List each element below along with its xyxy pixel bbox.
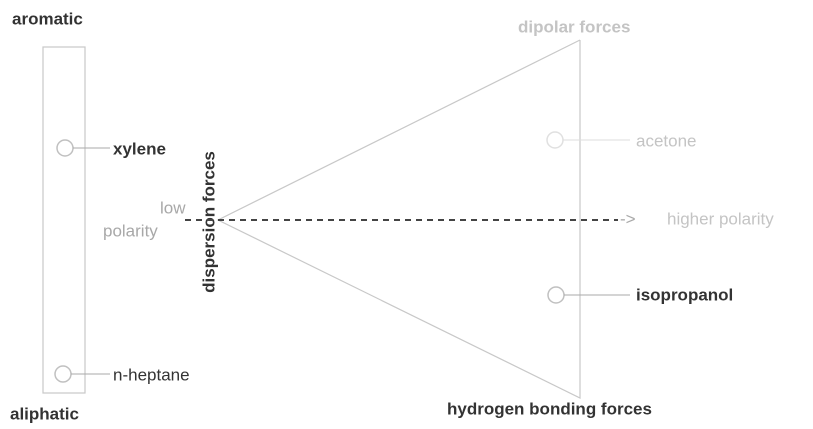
acetone-marker [546, 131, 564, 149]
dispersion-label: dispersion forces [199, 151, 218, 293]
triangle [216, 39, 581, 399]
aromatic-label: aromatic [12, 9, 83, 28]
low-label: low [160, 198, 186, 217]
left-scale-bar [42, 46, 86, 394]
xylene-marker [56, 139, 74, 157]
higher-polarity-label: higher polarity [667, 209, 774, 228]
xylene-label: xylene [113, 139, 166, 158]
polarity-label: polarity [103, 221, 158, 240]
hbond-label: hydrogen bonding forces [447, 399, 652, 418]
dipolar-label: dipolar forces [518, 17, 630, 36]
heptane-marker [54, 365, 72, 383]
heptane-label: n-heptane [113, 365, 190, 384]
arrow-head: -> [620, 209, 636, 228]
acetone-label: acetone [636, 131, 697, 150]
isopropanol-marker [547, 286, 565, 304]
aliphatic-label: aliphatic [10, 404, 79, 423]
isopropanol-label: isopropanol [636, 285, 733, 304]
